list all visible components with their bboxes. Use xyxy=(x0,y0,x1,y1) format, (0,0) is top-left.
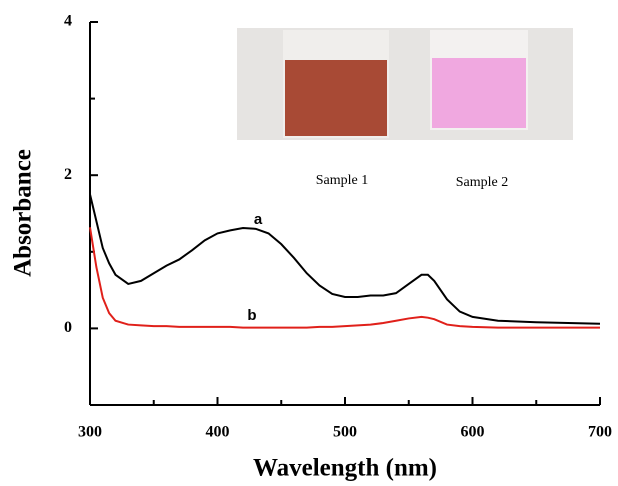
x-tick-label: 700 xyxy=(588,424,612,441)
x-tick-label: 400 xyxy=(206,424,230,441)
x-tick-label: 300 xyxy=(78,424,102,441)
y-tick-label: 0 xyxy=(64,319,72,336)
x-axis-label: Wavelength (nm) xyxy=(253,455,437,482)
annotation: Sample 1 xyxy=(316,173,369,188)
y-axis-label: Absorbance xyxy=(10,149,37,277)
y-tick-label: 2 xyxy=(64,166,72,183)
series-line xyxy=(89,194,601,325)
x-tick-label: 600 xyxy=(461,424,485,441)
annotation: b xyxy=(247,307,256,324)
annotation: a xyxy=(254,211,263,228)
annotation: Sample 2 xyxy=(456,175,509,190)
series-line xyxy=(89,227,600,329)
sample-photo xyxy=(237,28,573,140)
x-tick-label: 500 xyxy=(333,424,357,441)
y-tick-label: 4 xyxy=(64,13,72,30)
